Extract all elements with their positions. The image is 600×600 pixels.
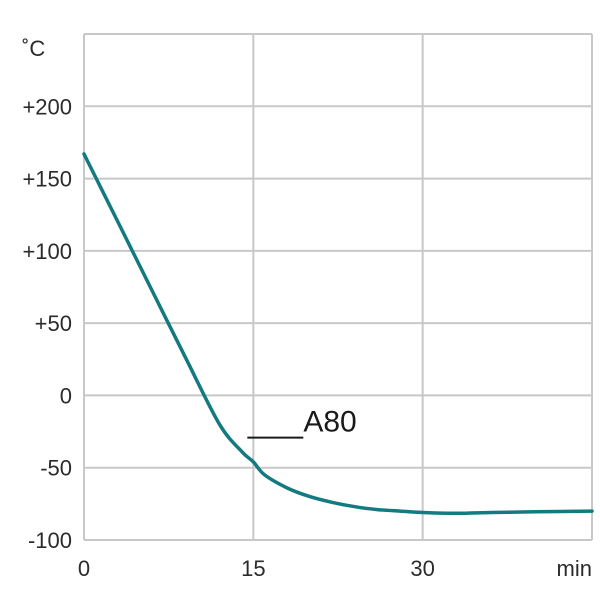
x-tick-label: 15 [241, 556, 265, 581]
grid [83, 33, 593, 541]
y-tick-label: +200 [22, 94, 72, 119]
y-tick-label: 0 [60, 383, 72, 408]
y-tick-label: -50 [40, 456, 72, 481]
y-tick-label: +100 [22, 239, 72, 264]
x-axis-unit: min [557, 556, 592, 581]
series-group: A80 [82, 152, 594, 516]
x-axis-tick-labels: 0 15 30 [78, 556, 435, 581]
series-line-a80 [82, 152, 594, 516]
x-tick-label: 30 [410, 556, 434, 581]
y-axis-unit: ˚C [22, 36, 45, 61]
y-tick-label: +150 [22, 167, 72, 192]
y-tick-label: -100 [28, 528, 72, 553]
y-axis-tick-labels: +200 +150 +100 +50 0 -50 -100 [22, 94, 72, 553]
x-tick-label: 0 [78, 556, 90, 581]
series-label: A80 [303, 406, 356, 439]
y-tick-label: +50 [35, 311, 72, 336]
